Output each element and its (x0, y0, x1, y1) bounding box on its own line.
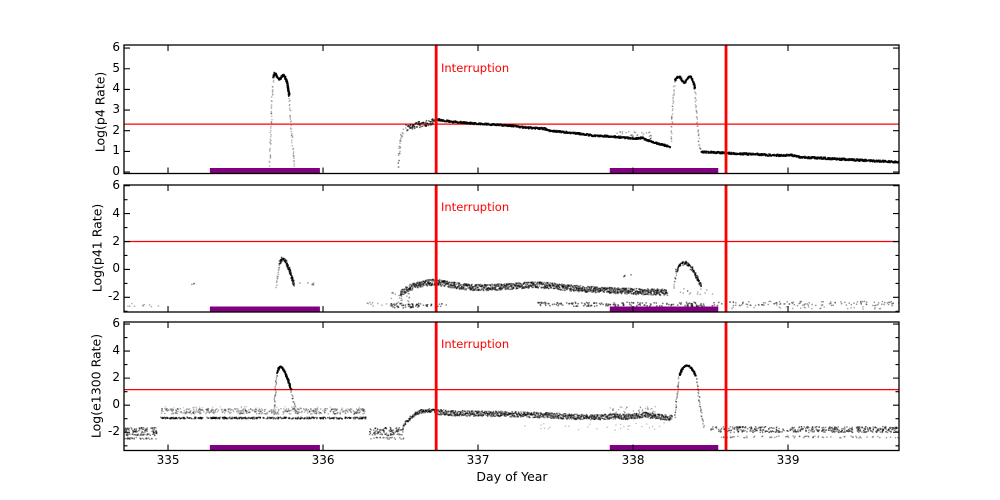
interruption-label-bottom-panel: Interruption (441, 337, 510, 351)
y-axis-label-e1300: Log(e1300 Rate) (88, 333, 104, 439)
y-tick-label: 4 (112, 205, 120, 220)
interruption-label-top-panel: Interruption (441, 61, 510, 75)
y-tick-label: 1 (112, 143, 120, 158)
x-tick-label: 335 (156, 453, 180, 467)
y-tick-label: 2 (112, 122, 120, 137)
y-tick-label: 0 (112, 164, 120, 179)
x-tick-label: 338 (621, 453, 645, 467)
y-tick-label: 2 (112, 233, 120, 248)
y-tick-label: 2 (112, 370, 120, 385)
y-tick-label: 4 (112, 343, 120, 358)
x-axis-label: Day of Year (476, 469, 548, 484)
y-axis-label-p4: Log(p4 Rate) (92, 71, 108, 153)
y-tick-label: 6 (112, 177, 120, 192)
y-tick-label: 6 (112, 40, 120, 55)
x-tick-label: 337 (466, 453, 490, 467)
x-tick-label: 339 (776, 453, 800, 467)
y-tick-label: 6 (112, 316, 120, 331)
y-tick-label: -2 (108, 289, 120, 304)
y-tick-label: 3 (112, 102, 120, 117)
y-tick-label: -2 (108, 424, 120, 439)
x-tick-label: 336 (311, 453, 335, 467)
y-tick-label: 0 (112, 397, 120, 412)
y-tick-label: 4 (112, 81, 120, 96)
interruption-label-middle-panel: Interruption (441, 200, 510, 214)
y-tick-label: 0 (112, 261, 120, 276)
y-axis-label-p41: Log(p41 Rate) (89, 203, 105, 293)
y-tick-label: 5 (112, 60, 120, 75)
